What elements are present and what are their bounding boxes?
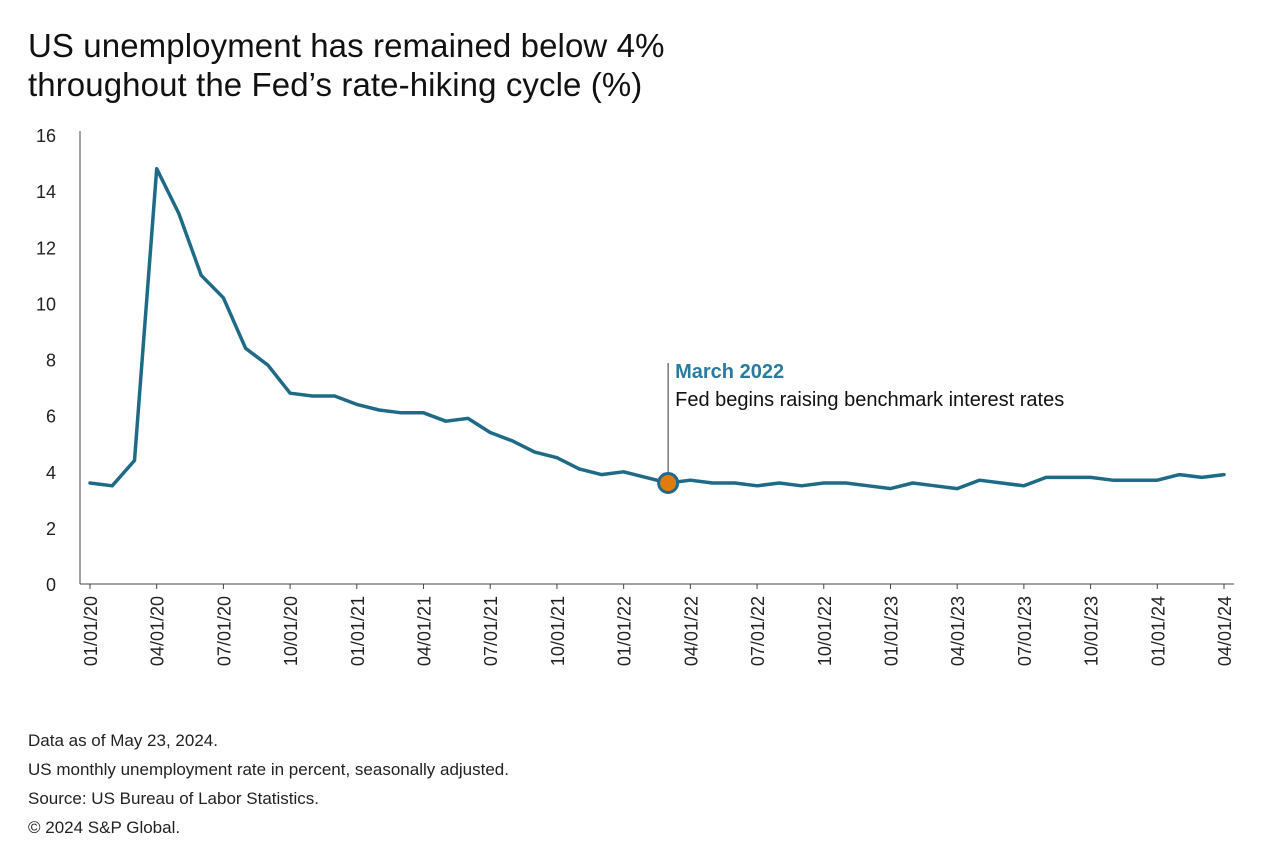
line-chart: 0 2 4 6 8 10 12 14 16 01/01/20 04/01/20 07/01/20 10… [36, 126, 1235, 666]
y-tick-label: 0 [46, 575, 56, 595]
y-tick-label: 2 [46, 519, 56, 539]
y-tick-label: 8 [46, 351, 56, 371]
y-tick-label: 14 [36, 182, 56, 202]
x-tick-label: 07/01/23 [1015, 596, 1035, 666]
y-axis: 0 2 4 6 8 10 12 14 16 [36, 126, 81, 595]
x-tick-label: 10/01/22 [815, 596, 835, 666]
x-tick-label: 04/01/21 [415, 596, 435, 666]
series-group [88, 166, 1226, 491]
x-tick-label: 01/01/22 [615, 596, 635, 666]
chart-title: US unemployment has remained below 4% th… [28, 26, 1228, 104]
footer-description-note: US monthly unemployment rate in percent,… [28, 760, 509, 779]
y-tick-label: 4 [46, 463, 56, 483]
annotation-title: March 2022 [675, 361, 784, 383]
x-tick-label: 01/01/23 [881, 596, 901, 666]
footer-source-note: Source: US Bureau of Labor Statistics. [28, 789, 320, 808]
y-tick-label: 16 [36, 126, 56, 146]
x-tick-label: 07/01/21 [481, 596, 501, 666]
y-tick-label: 10 [36, 294, 56, 314]
march-2022-marker [657, 471, 680, 494]
x-tick-label: 04/01/24 [1215, 596, 1235, 666]
y-tick-label: 12 [36, 238, 56, 258]
footer-date-note: Data as of May 23, 2024. [28, 731, 218, 750]
x-tick-label: 10/01/20 [281, 596, 301, 666]
x-tick-label: 04/01/22 [681, 596, 701, 666]
x-tick-label: 04/01/23 [948, 596, 968, 666]
x-tick-label: 10/01/23 [1082, 596, 1102, 666]
footer-copyright-note: © 2024 S&P Global. [28, 818, 181, 837]
footer-notes: Data as of May 23, 2024. US monthly unem… [28, 726, 509, 842]
x-axis: 01/01/20 04/01/20 07/01/20 10/01/20 01/01/21… [80, 583, 1235, 666]
annotation-text: Fed begins raising benchmark interest ra… [675, 389, 1064, 411]
x-tick-label: 01/01/21 [348, 596, 368, 666]
x-tick-label: 07/01/22 [748, 596, 768, 666]
x-tick-label: 01/01/24 [1148, 596, 1168, 666]
chart-title-line-1: US unemployment has remained below 4% [28, 27, 665, 64]
y-tick-label: 6 [46, 407, 56, 427]
x-tick-label: 10/01/21 [548, 596, 568, 666]
x-tick-label: 07/01/20 [214, 596, 234, 666]
chart-title-line-2: throughout the Fed’s rate-hiking cycle (… [28, 66, 643, 103]
x-tick-label: 01/01/20 [81, 596, 101, 666]
annotation: March 2022 Fed begins raising benchmark i… [657, 361, 1064, 494]
unemployment-rate-line [88, 166, 1226, 491]
x-tick-label: 04/01/20 [148, 596, 168, 666]
